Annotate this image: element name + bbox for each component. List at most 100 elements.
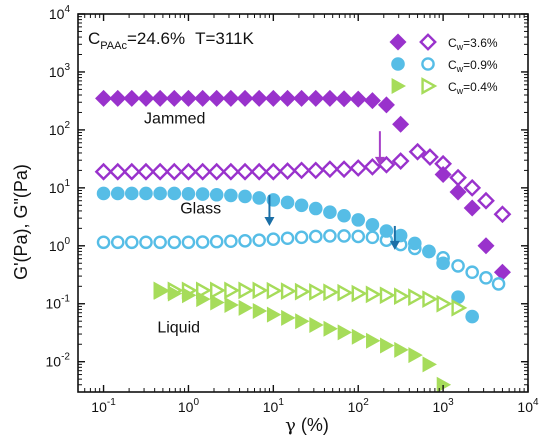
data-point xyxy=(337,229,351,243)
header-text: CPAAc=24.6% T=311K xyxy=(88,29,255,52)
data-point xyxy=(196,281,212,300)
data-point xyxy=(281,309,296,326)
legend-label: C xyxy=(448,80,457,94)
data-point xyxy=(436,294,453,313)
data-point xyxy=(323,229,337,243)
data-point xyxy=(179,89,197,107)
y-tick-label: 100 xyxy=(49,236,71,254)
data-point xyxy=(393,287,410,306)
data-point xyxy=(266,281,283,300)
series-2 xyxy=(96,186,479,324)
x-tick-label: 103 xyxy=(433,397,455,415)
y-tick-base: 10 xyxy=(46,296,62,312)
data-point xyxy=(250,89,268,107)
annotation-label: Glass xyxy=(180,201,221,218)
arrow-head xyxy=(389,240,400,250)
legend-marker-filled xyxy=(389,33,407,51)
data-point xyxy=(124,235,139,250)
y-tick-base: 10 xyxy=(49,64,65,80)
data-point xyxy=(422,290,439,309)
data-point xyxy=(139,235,153,250)
x-tick-base: 10 xyxy=(433,399,449,415)
legend-label: C xyxy=(448,36,457,50)
series-4 xyxy=(153,283,452,393)
y-tick-base: 10 xyxy=(49,238,65,254)
x-tick-label: 104 xyxy=(517,397,539,415)
data-point xyxy=(422,244,436,259)
data-point xyxy=(181,281,198,300)
data-point xyxy=(309,283,326,301)
y-tick-base: 10 xyxy=(49,6,65,22)
x-tick-base: 10 xyxy=(263,399,279,415)
x-tick-label: 102 xyxy=(348,397,370,415)
data-point xyxy=(108,162,127,181)
data-point xyxy=(491,277,506,291)
data-point xyxy=(436,251,450,265)
x-axis-symbol: γ xyxy=(285,415,296,436)
y-tick-exp: 2 xyxy=(64,120,70,131)
data-point xyxy=(165,89,183,107)
x-tick-base: 10 xyxy=(517,399,533,415)
header-c-subscript: PAAc xyxy=(100,40,127,52)
legend-sub: w xyxy=(456,42,464,52)
data-point xyxy=(181,235,196,250)
data-point xyxy=(363,92,381,110)
data-point xyxy=(363,157,382,176)
y-tick-label: 10-2 xyxy=(46,352,71,370)
x-tick-exp: 1 xyxy=(278,397,284,408)
y-tick-exp: 4 xyxy=(64,4,70,15)
data-point xyxy=(236,89,254,107)
legend-marker-open xyxy=(421,77,438,95)
x-axis-unit: (%) xyxy=(301,415,329,435)
data-point xyxy=(236,162,254,181)
data-point xyxy=(137,162,155,181)
series-1 xyxy=(94,142,512,224)
y-tick-label: 102 xyxy=(49,120,71,138)
data-point xyxy=(208,89,226,107)
data-point xyxy=(151,89,169,107)
legend: Cw=3.6% Cw=0.9% Cw=0.4% xyxy=(389,33,498,96)
series-3 xyxy=(96,229,506,291)
data-point xyxy=(451,259,465,273)
y-tick-base: 10 xyxy=(46,354,62,370)
legend-sub: w xyxy=(456,86,464,96)
x-tick-exp: 2 xyxy=(363,397,369,408)
legend-marker-filled xyxy=(391,78,406,94)
data-point xyxy=(323,283,340,302)
data-point xyxy=(309,316,324,333)
data-point xyxy=(278,162,297,180)
data-point xyxy=(266,232,281,246)
data-point xyxy=(379,286,396,305)
header-c-value: =24.6% xyxy=(127,29,185,48)
data-point xyxy=(365,230,380,245)
data-point xyxy=(292,161,311,180)
data-point xyxy=(252,302,268,319)
x-tick-exp: 3 xyxy=(448,397,454,408)
data-point xyxy=(96,235,111,250)
x-tick-exp: -1 xyxy=(107,397,116,408)
data-point xyxy=(238,281,255,300)
x-tick-exp: 4 xyxy=(533,397,539,408)
legend-marker-open xyxy=(419,33,437,51)
data-point xyxy=(408,241,422,256)
legend-label: C xyxy=(448,58,457,72)
y-tick-label: 104 xyxy=(49,4,71,22)
data-point xyxy=(436,376,452,393)
plot-frame xyxy=(77,13,529,393)
data-point xyxy=(337,283,354,302)
header-temperature: T=311K xyxy=(195,29,254,48)
data-point xyxy=(224,234,238,249)
data-point xyxy=(109,89,127,107)
data-point xyxy=(366,332,381,349)
data-point xyxy=(451,299,468,317)
data-point xyxy=(252,233,266,247)
data-point xyxy=(279,89,297,107)
data-point xyxy=(110,235,125,250)
data-point xyxy=(123,89,141,107)
data-point xyxy=(250,162,269,181)
data-point xyxy=(221,162,240,181)
data-point xyxy=(181,186,196,201)
x-tick-label: 100 xyxy=(178,397,200,415)
data-point xyxy=(377,96,395,114)
data-point xyxy=(294,230,309,245)
